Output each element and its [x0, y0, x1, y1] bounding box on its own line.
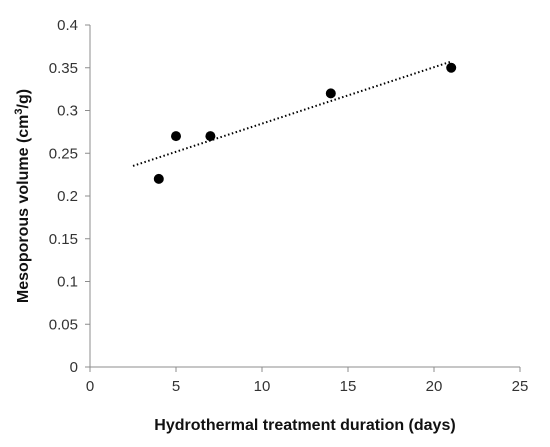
y-axis-title: Mesoporous volume (cm3/g): [13, 89, 32, 303]
y-tick-label: 0.35: [49, 60, 78, 77]
y-axis-title-suffix: /g): [15, 89, 32, 109]
y-tick-label: 0.2: [57, 188, 78, 205]
y-axis-title-prefix: Mesoporous volume (cm: [15, 115, 32, 303]
x-tick-label: 0: [86, 378, 94, 395]
data-point: [446, 62, 457, 73]
data-point: [153, 173, 164, 184]
x-axis-title: Hydrothermal treatment duration (days): [154, 417, 455, 434]
y-tick-label: 0.4: [57, 17, 78, 34]
y-tick-label: 0.3: [57, 103, 78, 120]
y-tick-label: 0.25: [49, 145, 78, 162]
x-tick-label: 10: [254, 378, 271, 395]
data-point: [205, 131, 216, 142]
y-axis-title-superscript: 3: [13, 108, 25, 114]
x-tick-label: 25: [512, 378, 529, 395]
y-tick-label: 0.05: [49, 316, 78, 333]
data-point: [325, 88, 336, 99]
y-tick-label: 0: [70, 359, 78, 376]
y-ticks: 0 0.05 0.1 0.15 0.2 0.25 0.3 0.35 0.4: [49, 17, 90, 376]
y-tick-label: 0.15: [49, 231, 78, 248]
trendline: [132, 60, 452, 167]
x-tick-label: 5: [172, 378, 180, 395]
trendlines: [132, 60, 452, 167]
x-ticks: 0 5 10 15 20 25: [86, 367, 529, 395]
data-points: [153, 62, 457, 184]
axes: [89, 25, 520, 368]
y-tick-label: 0.1: [57, 274, 78, 291]
x-tick-label: 20: [426, 378, 443, 395]
x-tick-label: 15: [340, 378, 357, 395]
data-point: [171, 131, 181, 142]
